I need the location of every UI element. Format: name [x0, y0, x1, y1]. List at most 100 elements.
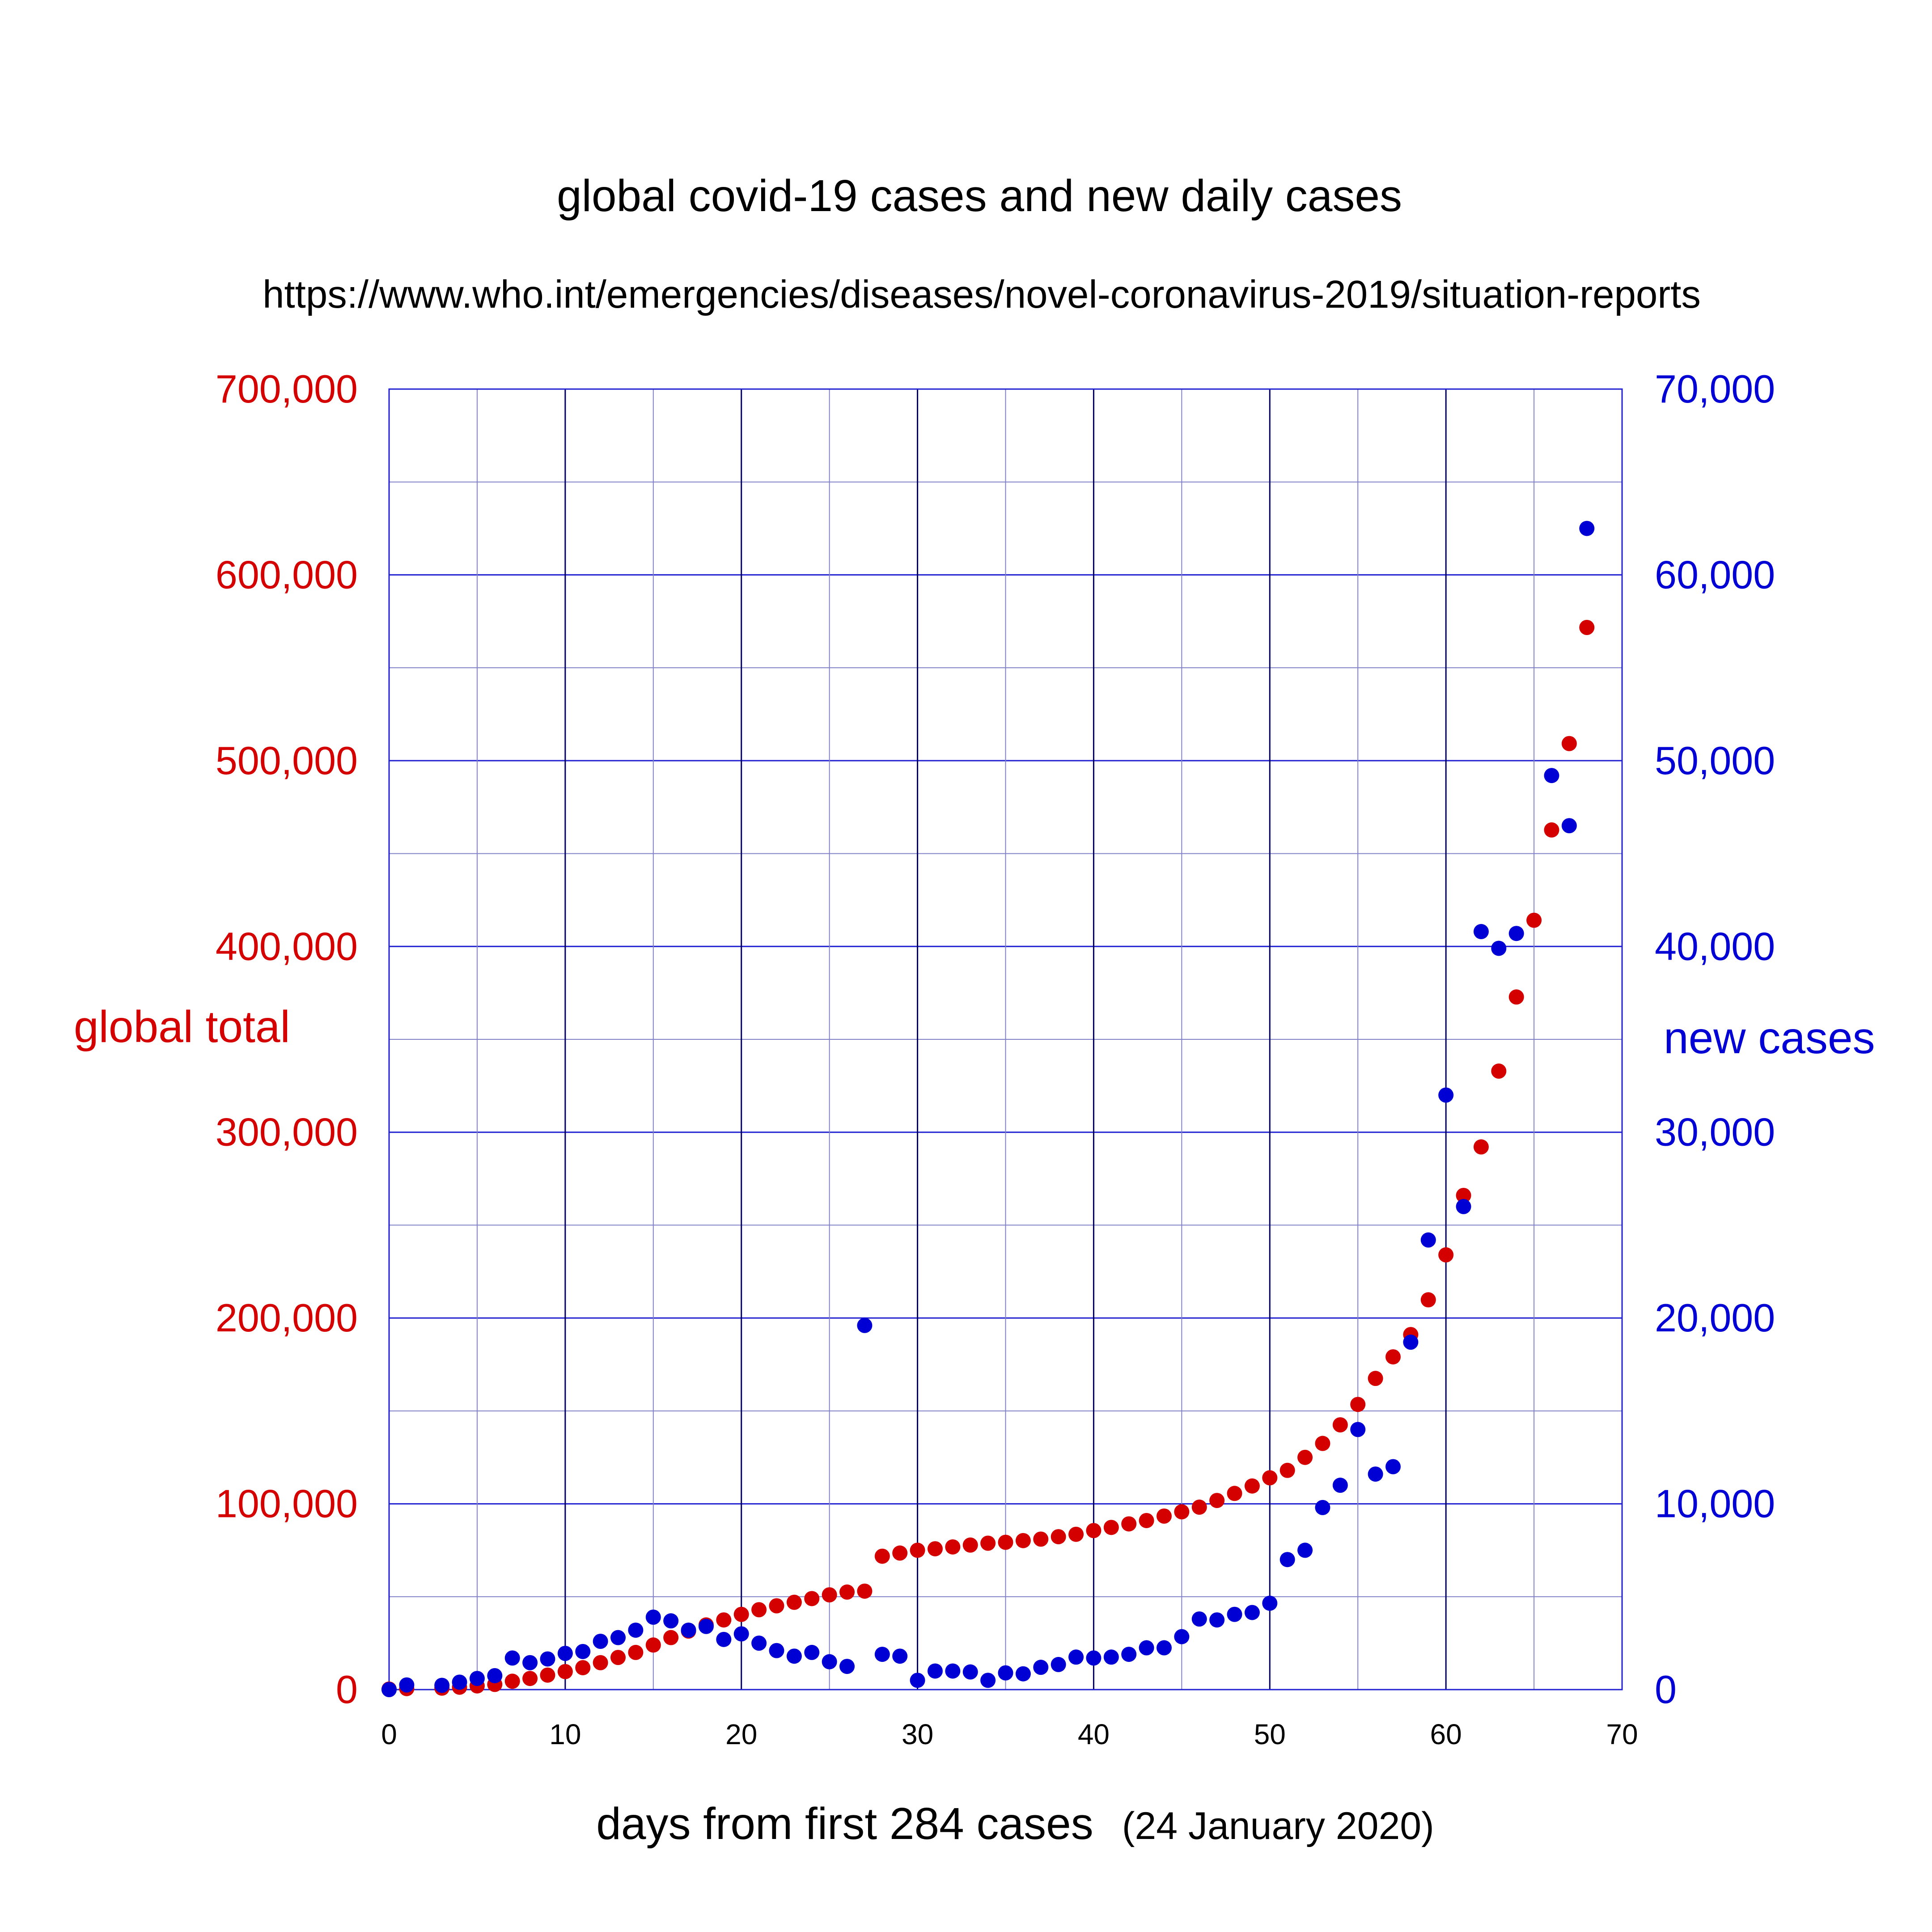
point-global-total [910, 1542, 925, 1558]
point-global-total [540, 1667, 555, 1683]
point-global-total [874, 1548, 890, 1564]
point-new-cases [822, 1654, 837, 1669]
point-global-total [1456, 1187, 1471, 1203]
point-global-total [1508, 989, 1524, 1005]
point-new-cases [769, 1643, 784, 1658]
y-tick-left-label: 700,000 [216, 367, 358, 411]
point-global-total [1438, 1247, 1454, 1263]
point-global-total [1385, 1349, 1401, 1364]
point-global-total [1368, 1371, 1383, 1386]
point-global-total [716, 1612, 732, 1628]
point-global-total [645, 1637, 661, 1653]
point-new-cases [1456, 1199, 1471, 1214]
point-global-total [786, 1594, 802, 1610]
point-new-cases [681, 1623, 696, 1638]
x-tick-label: 40 [1078, 1718, 1110, 1750]
y-axis-right-label: new cases [1664, 1013, 1875, 1063]
point-global-total [1420, 1292, 1436, 1308]
point-global-total [1280, 1462, 1295, 1478]
point-new-cases [910, 1673, 925, 1688]
point-new-cases [1139, 1640, 1154, 1656]
point-new-cases [1297, 1542, 1313, 1558]
point-new-cases [1420, 1232, 1436, 1248]
point-new-cases [469, 1671, 485, 1686]
y-tick-left-label: 500,000 [216, 738, 358, 783]
x-tick-label: 30 [902, 1718, 933, 1750]
right-axis-ticks: 0 10,000 20,000 30,000 40,000 50,000 60,000 70,… [1655, 367, 1775, 1712]
point-new-cases [628, 1623, 644, 1638]
point-global-total [1174, 1504, 1190, 1520]
point-new-cases [1491, 941, 1507, 956]
point-global-total [769, 1598, 784, 1614]
chart-title: global covid-19 cases and new daily case… [557, 171, 1402, 221]
point-global-total [962, 1537, 978, 1553]
point-new-cases [1103, 1649, 1119, 1665]
point-new-cases [381, 1682, 397, 1697]
point-global-total [945, 1539, 961, 1555]
point-new-cases [1191, 1611, 1207, 1627]
point-new-cases [1051, 1657, 1066, 1672]
point-global-total [610, 1650, 626, 1665]
point-new-cases [733, 1626, 749, 1642]
point-global-total [1121, 1516, 1137, 1532]
point-new-cases [504, 1650, 520, 1666]
point-new-cases [1244, 1605, 1260, 1620]
point-global-total [1526, 912, 1542, 928]
point-new-cases [962, 1664, 978, 1680]
point-global-total [557, 1664, 573, 1679]
point-global-total [1297, 1449, 1313, 1465]
point-new-cases [1350, 1422, 1366, 1437]
y-tick-left-label: 200,000 [216, 1296, 358, 1340]
point-new-cases [452, 1674, 467, 1690]
point-global-total [1350, 1397, 1366, 1412]
point-new-cases [487, 1668, 503, 1683]
point-global-total [1544, 822, 1559, 838]
point-global-total [1139, 1513, 1154, 1528]
point-global-total [751, 1602, 767, 1618]
point-new-cases [1438, 1087, 1454, 1103]
y-tick-left-label: 100,000 [216, 1482, 358, 1526]
point-new-cases [663, 1613, 679, 1629]
point-global-total [1156, 1508, 1172, 1524]
y-tick-left-label: 0 [336, 1667, 358, 1712]
point-new-cases [839, 1659, 855, 1674]
plot-frame [388, 388, 1623, 1690]
point-new-cases [1174, 1629, 1190, 1644]
point-global-total [1033, 1531, 1049, 1547]
y-tick-right-label: 70,000 [1655, 367, 1775, 411]
left-axis-ticks: 0 100,000 200,000 300,000 400,000 500,000 600,… [216, 367, 358, 1712]
y-tick-right-label: 10,000 [1655, 1482, 1775, 1526]
point-global-total [1579, 619, 1595, 635]
y-tick-right-label: 30,000 [1655, 1110, 1775, 1154]
point-global-total [1015, 1533, 1031, 1548]
point-global-total [593, 1655, 608, 1670]
point-global-total [1491, 1063, 1507, 1079]
y-axis-left-label: global total [74, 1002, 290, 1052]
point-new-cases [1209, 1612, 1225, 1628]
point-global-total [1262, 1470, 1278, 1486]
point-new-cases [540, 1651, 555, 1667]
point-new-cases [874, 1647, 890, 1662]
x-tick-label: 60 [1430, 1718, 1462, 1750]
point-global-total [1068, 1526, 1084, 1542]
point-new-cases [1156, 1640, 1172, 1656]
point-new-cases [1561, 818, 1577, 834]
y-tick-right-label: 50,000 [1655, 738, 1775, 783]
point-new-cases [522, 1655, 538, 1670]
point-new-cases [1262, 1595, 1278, 1611]
x-axis-ticks: 0 10 20 30 40 50 60 70 [381, 1718, 1638, 1750]
point-global-total [804, 1591, 820, 1606]
point-new-cases [593, 1633, 608, 1649]
point-global-total [1209, 1493, 1225, 1508]
point-new-cases [857, 1318, 873, 1333]
point-global-total [1332, 1417, 1348, 1433]
point-global-total [1191, 1500, 1207, 1515]
point-new-cases [1015, 1666, 1031, 1682]
point-new-cases [804, 1644, 820, 1660]
point-new-cases [1368, 1466, 1383, 1482]
point-new-cases [751, 1635, 767, 1651]
point-new-cases [1280, 1552, 1295, 1568]
point-global-total [998, 1534, 1013, 1550]
point-new-cases [434, 1678, 450, 1693]
